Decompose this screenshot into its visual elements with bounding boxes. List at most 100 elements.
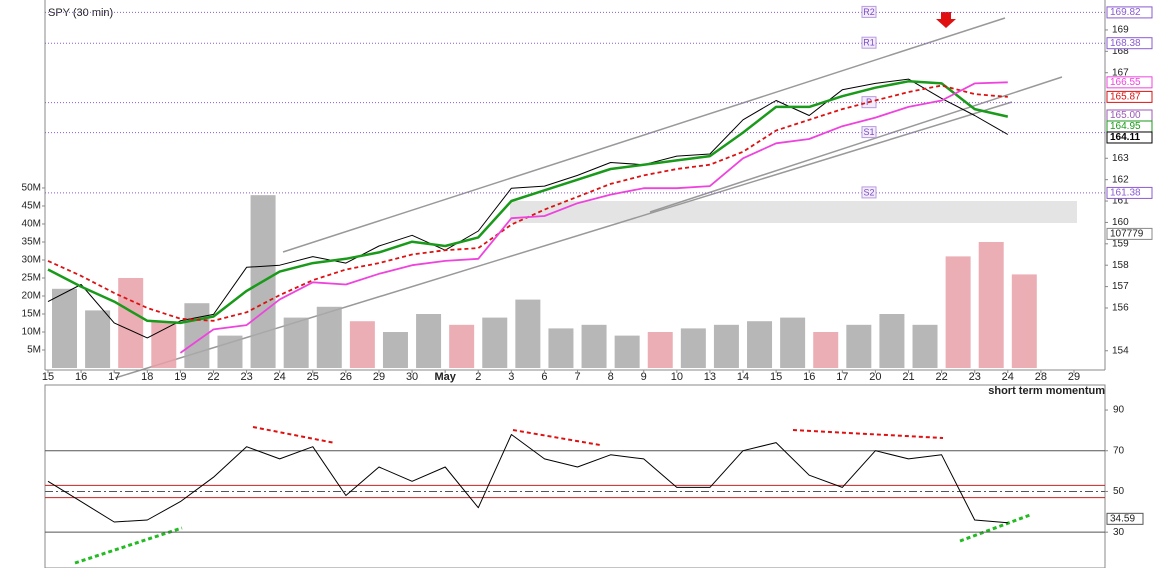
price-tag: 164.11	[1110, 132, 1140, 143]
x-tick-label: 29	[1068, 371, 1080, 383]
series-line	[47, 434, 1008, 524]
x-tick-label: 25	[307, 371, 319, 383]
y-tick-label: 156	[1112, 303, 1129, 314]
channel-line	[649, 76, 1063, 213]
y-tick-label: 160	[1112, 217, 1129, 228]
y2-tick-label: 30M	[22, 255, 41, 266]
x-tick-label: 23	[240, 371, 252, 383]
price-tag: 165.87	[1110, 92, 1141, 103]
x-tick-label: 18	[141, 371, 153, 383]
series-line	[47, 80, 1009, 325]
y2-tick-label: 45M	[22, 201, 41, 212]
chart-title: SPY (30 min)	[48, 7, 113, 19]
divergence-line	[959, 513, 1031, 543]
volume-bar	[747, 321, 773, 369]
divergence-line	[74, 526, 183, 565]
volume-bar	[548, 328, 574, 369]
volume-bar	[151, 321, 177, 369]
pivot-box	[861, 5, 877, 18]
y-tick-label: 30	[1113, 527, 1125, 538]
pivot-box	[861, 126, 877, 139]
x-tick-label: 3	[508, 371, 514, 383]
x-tick-label: 15	[770, 371, 782, 383]
volume-bar	[614, 335, 640, 369]
price-tag: 161.38	[1110, 188, 1141, 199]
x-tick-label: 19	[174, 371, 186, 383]
x-tick-label: 14	[737, 371, 749, 383]
y-tick-label: 161	[1112, 196, 1129, 207]
x-tick-label: 2	[475, 371, 481, 383]
x-tick-label: 29	[373, 371, 385, 383]
y-tick-label: 168	[1112, 46, 1129, 57]
x-tick-label: 17	[836, 371, 848, 383]
pivot-box	[861, 186, 877, 199]
series-line	[179, 81, 1008, 354]
y-tick-label: 50	[1113, 486, 1125, 497]
volume-bar	[382, 332, 408, 369]
x-tick-label: 8	[608, 371, 614, 383]
price-tag: 168.38	[1110, 38, 1141, 49]
x-tick-label: 7	[574, 371, 580, 383]
y-tick-label: 158	[1112, 260, 1129, 271]
volume-bar	[85, 310, 111, 369]
volume-bar	[780, 317, 806, 369]
y2-tick-label: 5M	[27, 345, 41, 356]
volume-bar	[978, 241, 1004, 369]
x-tick-label: 16	[75, 371, 87, 383]
volume-bar	[879, 314, 905, 369]
signal-arrow	[936, 12, 956, 28]
pivot-label: S1	[863, 127, 874, 137]
x-tick-label: 9	[641, 371, 647, 383]
x-tick-label: May	[434, 371, 456, 383]
y-tick-label: 163	[1112, 153, 1129, 164]
pivot-label: S2	[863, 187, 874, 197]
volume-bar	[680, 328, 706, 369]
y-tick-label: 154	[1112, 345, 1129, 356]
y-tick-label: 162	[1112, 174, 1129, 185]
volume-bar	[515, 299, 541, 369]
x-tick-label: 24	[274, 371, 286, 383]
x-tick-label: 30	[406, 371, 418, 383]
y2-tick-label: 50M	[22, 183, 41, 194]
volume-bar	[416, 314, 442, 369]
x-tick-label: 22	[207, 371, 219, 383]
panel-title: short term momentum	[988, 385, 1105, 397]
volume-bar	[647, 332, 673, 369]
y2-tick-label: 25M	[22, 273, 41, 284]
volume-bar	[713, 324, 739, 369]
volume-bar	[945, 256, 971, 369]
volume-bar	[912, 324, 938, 369]
y2-tick-label: 40M	[22, 219, 41, 230]
pivot-label: R1	[863, 38, 875, 48]
y-tick-label: 90	[1113, 405, 1125, 416]
x-tick-label: 6	[541, 371, 547, 383]
y2-tick-label: 35M	[22, 237, 41, 248]
price-tag: 165.00	[1110, 110, 1141, 121]
price-tag: 164.95	[1110, 121, 1141, 132]
value-tag-box	[1106, 512, 1144, 525]
volume-bar	[349, 321, 375, 369]
volume-bar	[581, 324, 607, 369]
volume-bar	[217, 335, 243, 369]
volume-bar	[846, 324, 872, 369]
x-tick-label: 26	[340, 371, 352, 383]
x-tick-label: 28	[1035, 371, 1047, 383]
channel-line	[282, 17, 1006, 253]
x-tick-label: 21	[902, 371, 914, 383]
price-tag: 166.55	[1110, 77, 1141, 88]
x-tick-label: 10	[671, 371, 683, 383]
x-tick-label: 17	[108, 371, 120, 383]
volume-bar	[52, 288, 77, 369]
y2-tick-label: 10M	[22, 327, 41, 338]
volume-bar	[449, 324, 475, 369]
price-tag-box	[1106, 37, 1153, 50]
y-tick-label: 70	[1113, 445, 1125, 456]
volume-bar	[482, 317, 508, 369]
price-tag-box	[1106, 6, 1153, 19]
price-tag-box	[1106, 186, 1153, 199]
series-line	[47, 78, 1009, 339]
pivot-label: R2	[863, 7, 875, 17]
volume-tag: 107779	[1110, 229, 1144, 240]
volume-bar	[1011, 274, 1037, 369]
panel-frame	[44, 384, 1106, 568]
